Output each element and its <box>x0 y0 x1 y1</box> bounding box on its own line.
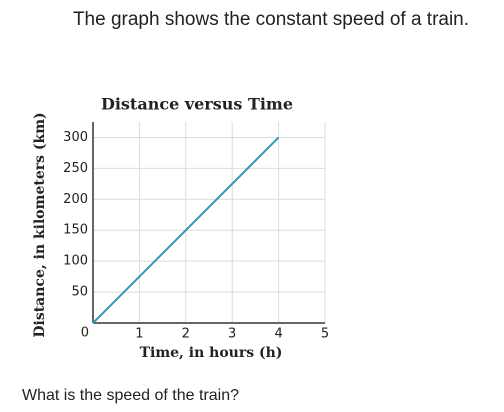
x-tick-label: 3 <box>228 327 236 342</box>
x-axis-label: Time, in hours (h) <box>140 345 283 361</box>
x-tick-label: 5 <box>321 327 329 342</box>
chart-title: Distance versus Time <box>101 95 293 114</box>
y-tick-label: 50 <box>71 285 88 300</box>
y-tick-label: 300 <box>63 130 88 145</box>
x-tick-label: 1 <box>135 327 143 342</box>
question: The graph shows the constant speed of a … <box>73 9 469 30</box>
y-axis-label: Distance, in kilometers (km) <box>32 112 48 337</box>
x-tick-label: 2 <box>182 327 190 342</box>
y-tick-label: 100 <box>63 254 88 269</box>
prompt: What is the speed of the train? <box>22 387 239 404</box>
y-tick-label: 250 <box>63 161 88 176</box>
x-tick-label: 4 <box>274 327 282 342</box>
y-tick-label: 200 <box>63 192 88 207</box>
y-tick-label: 0 <box>81 326 89 341</box>
data-line <box>92 136 280 324</box>
y-tick-label: 150 <box>63 223 88 238</box>
